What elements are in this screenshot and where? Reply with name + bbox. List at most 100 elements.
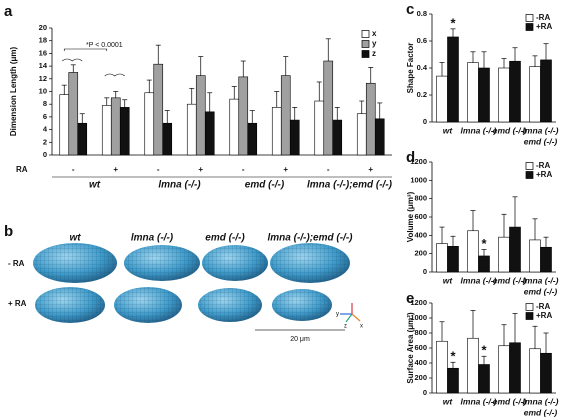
bar xyxy=(467,230,479,273)
bar xyxy=(436,243,448,273)
y-tick-label: 0 xyxy=(423,267,427,276)
legend-label: +RA xyxy=(536,311,552,320)
bar xyxy=(271,107,282,156)
x-category-label: RA xyxy=(16,165,28,174)
cell-mesh xyxy=(270,243,350,283)
y-tick-label: 800 xyxy=(414,194,427,203)
row-label: + RA xyxy=(8,299,27,308)
bar xyxy=(467,62,479,123)
legend-swatch xyxy=(361,50,370,58)
panel-label: c xyxy=(406,1,414,18)
bar xyxy=(498,236,510,273)
x-group-label: wt xyxy=(89,180,101,191)
significance-mark: * xyxy=(481,343,487,358)
column-label: wt xyxy=(69,233,81,244)
legend-label: z xyxy=(372,49,376,58)
x-subcategory-label: + xyxy=(198,165,203,174)
y-tick-label: 400 xyxy=(414,230,427,239)
x-group-label: lmna (-/-);emd (-/-) xyxy=(307,180,393,191)
bar xyxy=(478,364,490,394)
x-tick-label: emd (-/-) xyxy=(493,275,527,285)
bar xyxy=(110,97,121,156)
y-axis-label: Dimension Length (μm) xyxy=(9,47,18,137)
bar xyxy=(365,82,376,156)
y-tick-label: 14 xyxy=(39,61,48,70)
x-tick-label: wt xyxy=(443,125,454,135)
x-tick-label: wt xyxy=(443,396,454,406)
bar xyxy=(101,105,112,156)
bar xyxy=(478,67,490,123)
bar xyxy=(436,75,448,123)
x-tick-label: lmna (-/-) xyxy=(461,396,497,406)
annotation: *P < 0.0001 xyxy=(86,42,123,49)
column-label: emd (-/-) xyxy=(205,233,245,244)
bar xyxy=(144,92,155,156)
bar xyxy=(540,352,552,394)
bracket xyxy=(62,58,83,62)
bar xyxy=(204,111,215,156)
x-tick-label: emd (-/-) xyxy=(493,396,527,406)
y-tick-label: 18 xyxy=(39,36,47,45)
y-tick-label: 0.4 xyxy=(417,63,428,72)
panel-label: d xyxy=(406,149,415,166)
axis-label: x xyxy=(360,324,363,330)
y-tick-label: 200 xyxy=(414,249,427,258)
axis-label: y xyxy=(336,312,339,318)
y-tick-label: 6 xyxy=(43,112,47,121)
y-tick-label: 10 xyxy=(39,86,47,95)
axis-icon: y z x xyxy=(336,303,363,330)
x-subcategory-label: + xyxy=(113,165,118,174)
bar xyxy=(529,66,541,123)
panel-label: e xyxy=(406,290,414,307)
x-group-label: lmna (-/-) xyxy=(158,180,201,191)
x-tick-label: lmna (-/-) xyxy=(523,125,559,135)
bar xyxy=(247,122,258,156)
column-label: lmna (-/-);emd (-/-) xyxy=(268,233,354,244)
y-tick-label: 0 xyxy=(43,150,47,159)
y-tick-label: 0 xyxy=(423,117,427,126)
bar xyxy=(529,239,541,273)
row-label: - RA xyxy=(8,259,25,268)
bar xyxy=(447,246,459,273)
y-tick-label: 20 xyxy=(39,23,47,32)
y-tick-label: 800 xyxy=(414,328,427,337)
bar xyxy=(436,340,448,394)
y-tick-label: 600 xyxy=(414,212,427,221)
bracket xyxy=(63,48,108,51)
legend-label: y xyxy=(372,39,377,48)
x-tick-label: lmna (-/-) xyxy=(523,396,559,406)
bar xyxy=(509,342,521,394)
x-subcategory-label: - xyxy=(242,165,245,174)
significance-mark: * xyxy=(481,236,487,251)
y-tick-label: 8 xyxy=(43,99,47,108)
bar xyxy=(162,122,173,156)
y-tick-label: 400 xyxy=(414,358,427,367)
bar xyxy=(59,94,70,156)
panel-label: b xyxy=(4,223,13,240)
x-tick-label: wt xyxy=(443,275,454,285)
cell-mesh xyxy=(33,243,117,283)
cell-mesh xyxy=(124,245,200,281)
bar xyxy=(332,119,343,156)
bar xyxy=(280,75,291,156)
scale-label: 20 μm xyxy=(290,336,310,343)
y-tick-label: 1200 xyxy=(410,157,427,166)
y-tick-label: 1000 xyxy=(410,175,427,184)
cell-mesh xyxy=(198,288,262,322)
y-tick-label: 4 xyxy=(43,125,48,134)
bar xyxy=(77,122,88,156)
legend-swatch xyxy=(525,303,534,311)
legend-swatch xyxy=(525,312,534,320)
x-group-label: emd (-/-) xyxy=(245,180,285,191)
y-axis-label: Surface Area (μm²) xyxy=(406,312,415,384)
y-tick-label: 0.2 xyxy=(417,90,427,99)
axis-arrow xyxy=(345,313,353,323)
y-axis-label: Shape Factor xyxy=(406,43,415,94)
bar xyxy=(229,98,240,156)
bar xyxy=(498,345,510,394)
cell-mesh xyxy=(202,245,268,281)
axis-arrow xyxy=(351,313,361,322)
y-tick-label: 12 xyxy=(39,74,47,83)
legend-label: -RA xyxy=(536,13,550,22)
